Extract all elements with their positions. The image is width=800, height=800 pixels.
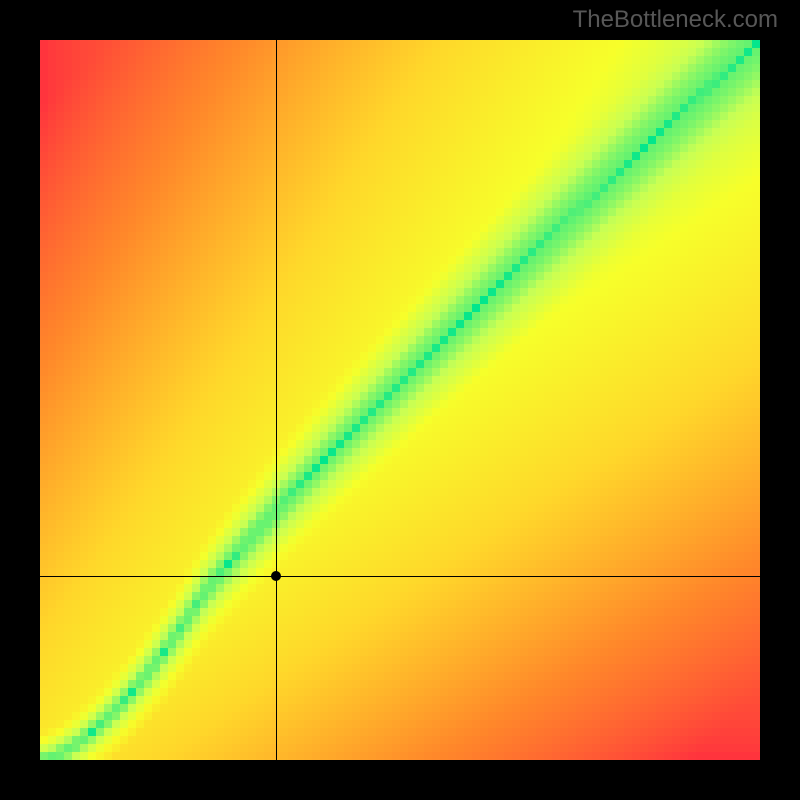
heatmap-plot [40, 40, 760, 760]
heatmap-canvas [40, 40, 760, 760]
watermark-text: TheBottleneck.com [573, 6, 778, 34]
